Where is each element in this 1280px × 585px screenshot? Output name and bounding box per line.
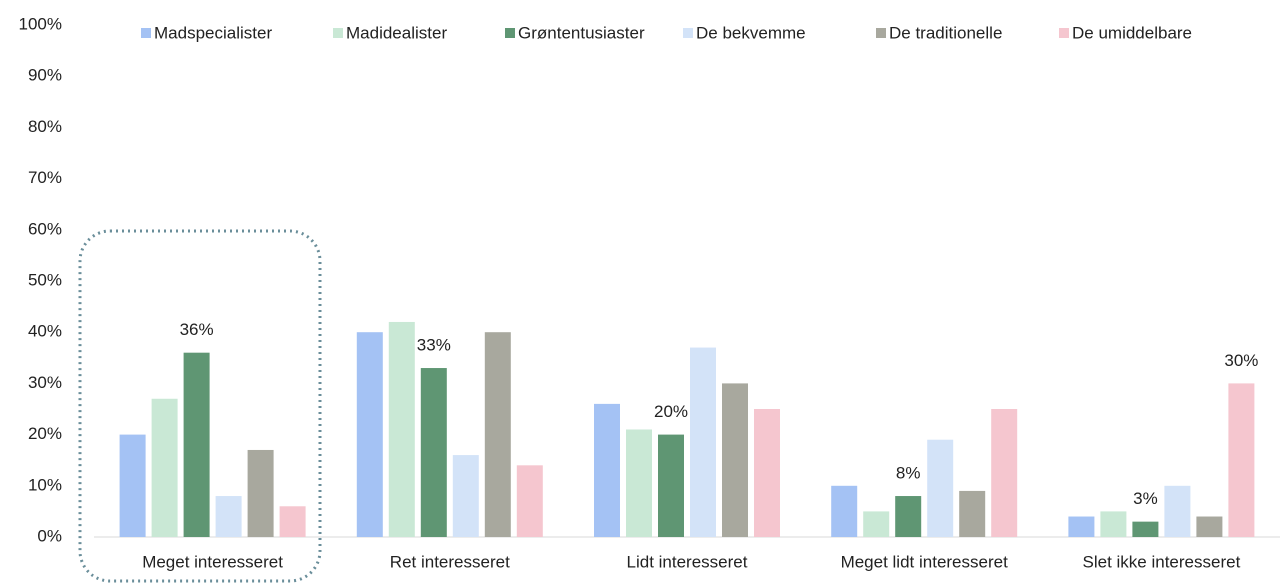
legend-label: Madidealister xyxy=(346,23,447,42)
data-label: 33% xyxy=(417,336,451,355)
bar xyxy=(151,398,178,537)
x-tick-label: Meget lidt interesseret xyxy=(841,552,1009,571)
legend-swatch xyxy=(876,28,886,38)
bar xyxy=(959,490,986,537)
legend-label: De traditionelle xyxy=(889,23,1002,42)
y-tick-label: 90% xyxy=(28,66,62,85)
legend-swatch xyxy=(141,28,151,38)
y-tick-label: 40% xyxy=(28,322,62,341)
bar xyxy=(279,506,306,537)
bar xyxy=(831,485,858,537)
bar xyxy=(1068,516,1095,537)
y-tick-label: 0% xyxy=(37,526,62,545)
bar xyxy=(594,403,620,537)
y-tick-label: 10% xyxy=(28,475,62,494)
bar xyxy=(927,439,954,537)
bar xyxy=(863,511,890,537)
legend-swatch xyxy=(333,28,343,38)
bar xyxy=(626,429,652,537)
bar xyxy=(388,321,415,537)
bar xyxy=(658,434,684,537)
legend-swatch xyxy=(683,28,693,38)
legend-swatch xyxy=(1059,28,1069,38)
y-tick-label: 60% xyxy=(28,219,62,238)
bar xyxy=(895,496,922,537)
y-tick-label: 70% xyxy=(28,168,62,187)
highlight-box xyxy=(78,229,322,583)
data-label: 30% xyxy=(1224,351,1258,370)
bar xyxy=(356,332,383,537)
bar xyxy=(1228,383,1255,537)
data-label: 3% xyxy=(1133,489,1158,508)
bar xyxy=(183,352,210,537)
x-tick-label: Ret interesseret xyxy=(390,552,510,571)
legend-label: Madspecialister xyxy=(154,23,272,42)
bar xyxy=(722,383,748,537)
y-tick-label: 50% xyxy=(28,270,62,289)
bar xyxy=(991,409,1018,537)
data-label: 8% xyxy=(896,464,921,483)
bar xyxy=(690,347,716,537)
legend-swatch xyxy=(505,28,515,38)
bar xyxy=(1164,485,1191,537)
x-tick-label: Lidt interesseret xyxy=(627,552,748,571)
data-label: 20% xyxy=(654,402,688,421)
bar xyxy=(1196,516,1223,537)
bar xyxy=(247,449,274,537)
legend-label: De umiddelbare xyxy=(1072,23,1192,42)
bar xyxy=(452,455,479,537)
y-tick-label: 20% xyxy=(28,424,62,443)
bar xyxy=(1132,521,1159,537)
x-tick-label: Slet ikke interesseret xyxy=(1083,552,1241,571)
bar xyxy=(215,496,242,537)
legend-label: Grøntentusiaster xyxy=(518,23,645,42)
bar xyxy=(119,434,146,537)
x-tick-label: Meget interesseret xyxy=(142,552,283,571)
data-label: 36% xyxy=(180,320,214,339)
y-tick-label: 80% xyxy=(28,117,62,136)
legend-label: De bekvemme xyxy=(696,23,806,42)
bar xyxy=(420,368,447,537)
y-tick-label: 30% xyxy=(28,373,62,392)
bar xyxy=(754,409,780,537)
bar xyxy=(516,465,543,537)
bar xyxy=(1100,511,1127,537)
bar xyxy=(484,332,511,537)
y-tick-label: 100% xyxy=(19,14,62,33)
